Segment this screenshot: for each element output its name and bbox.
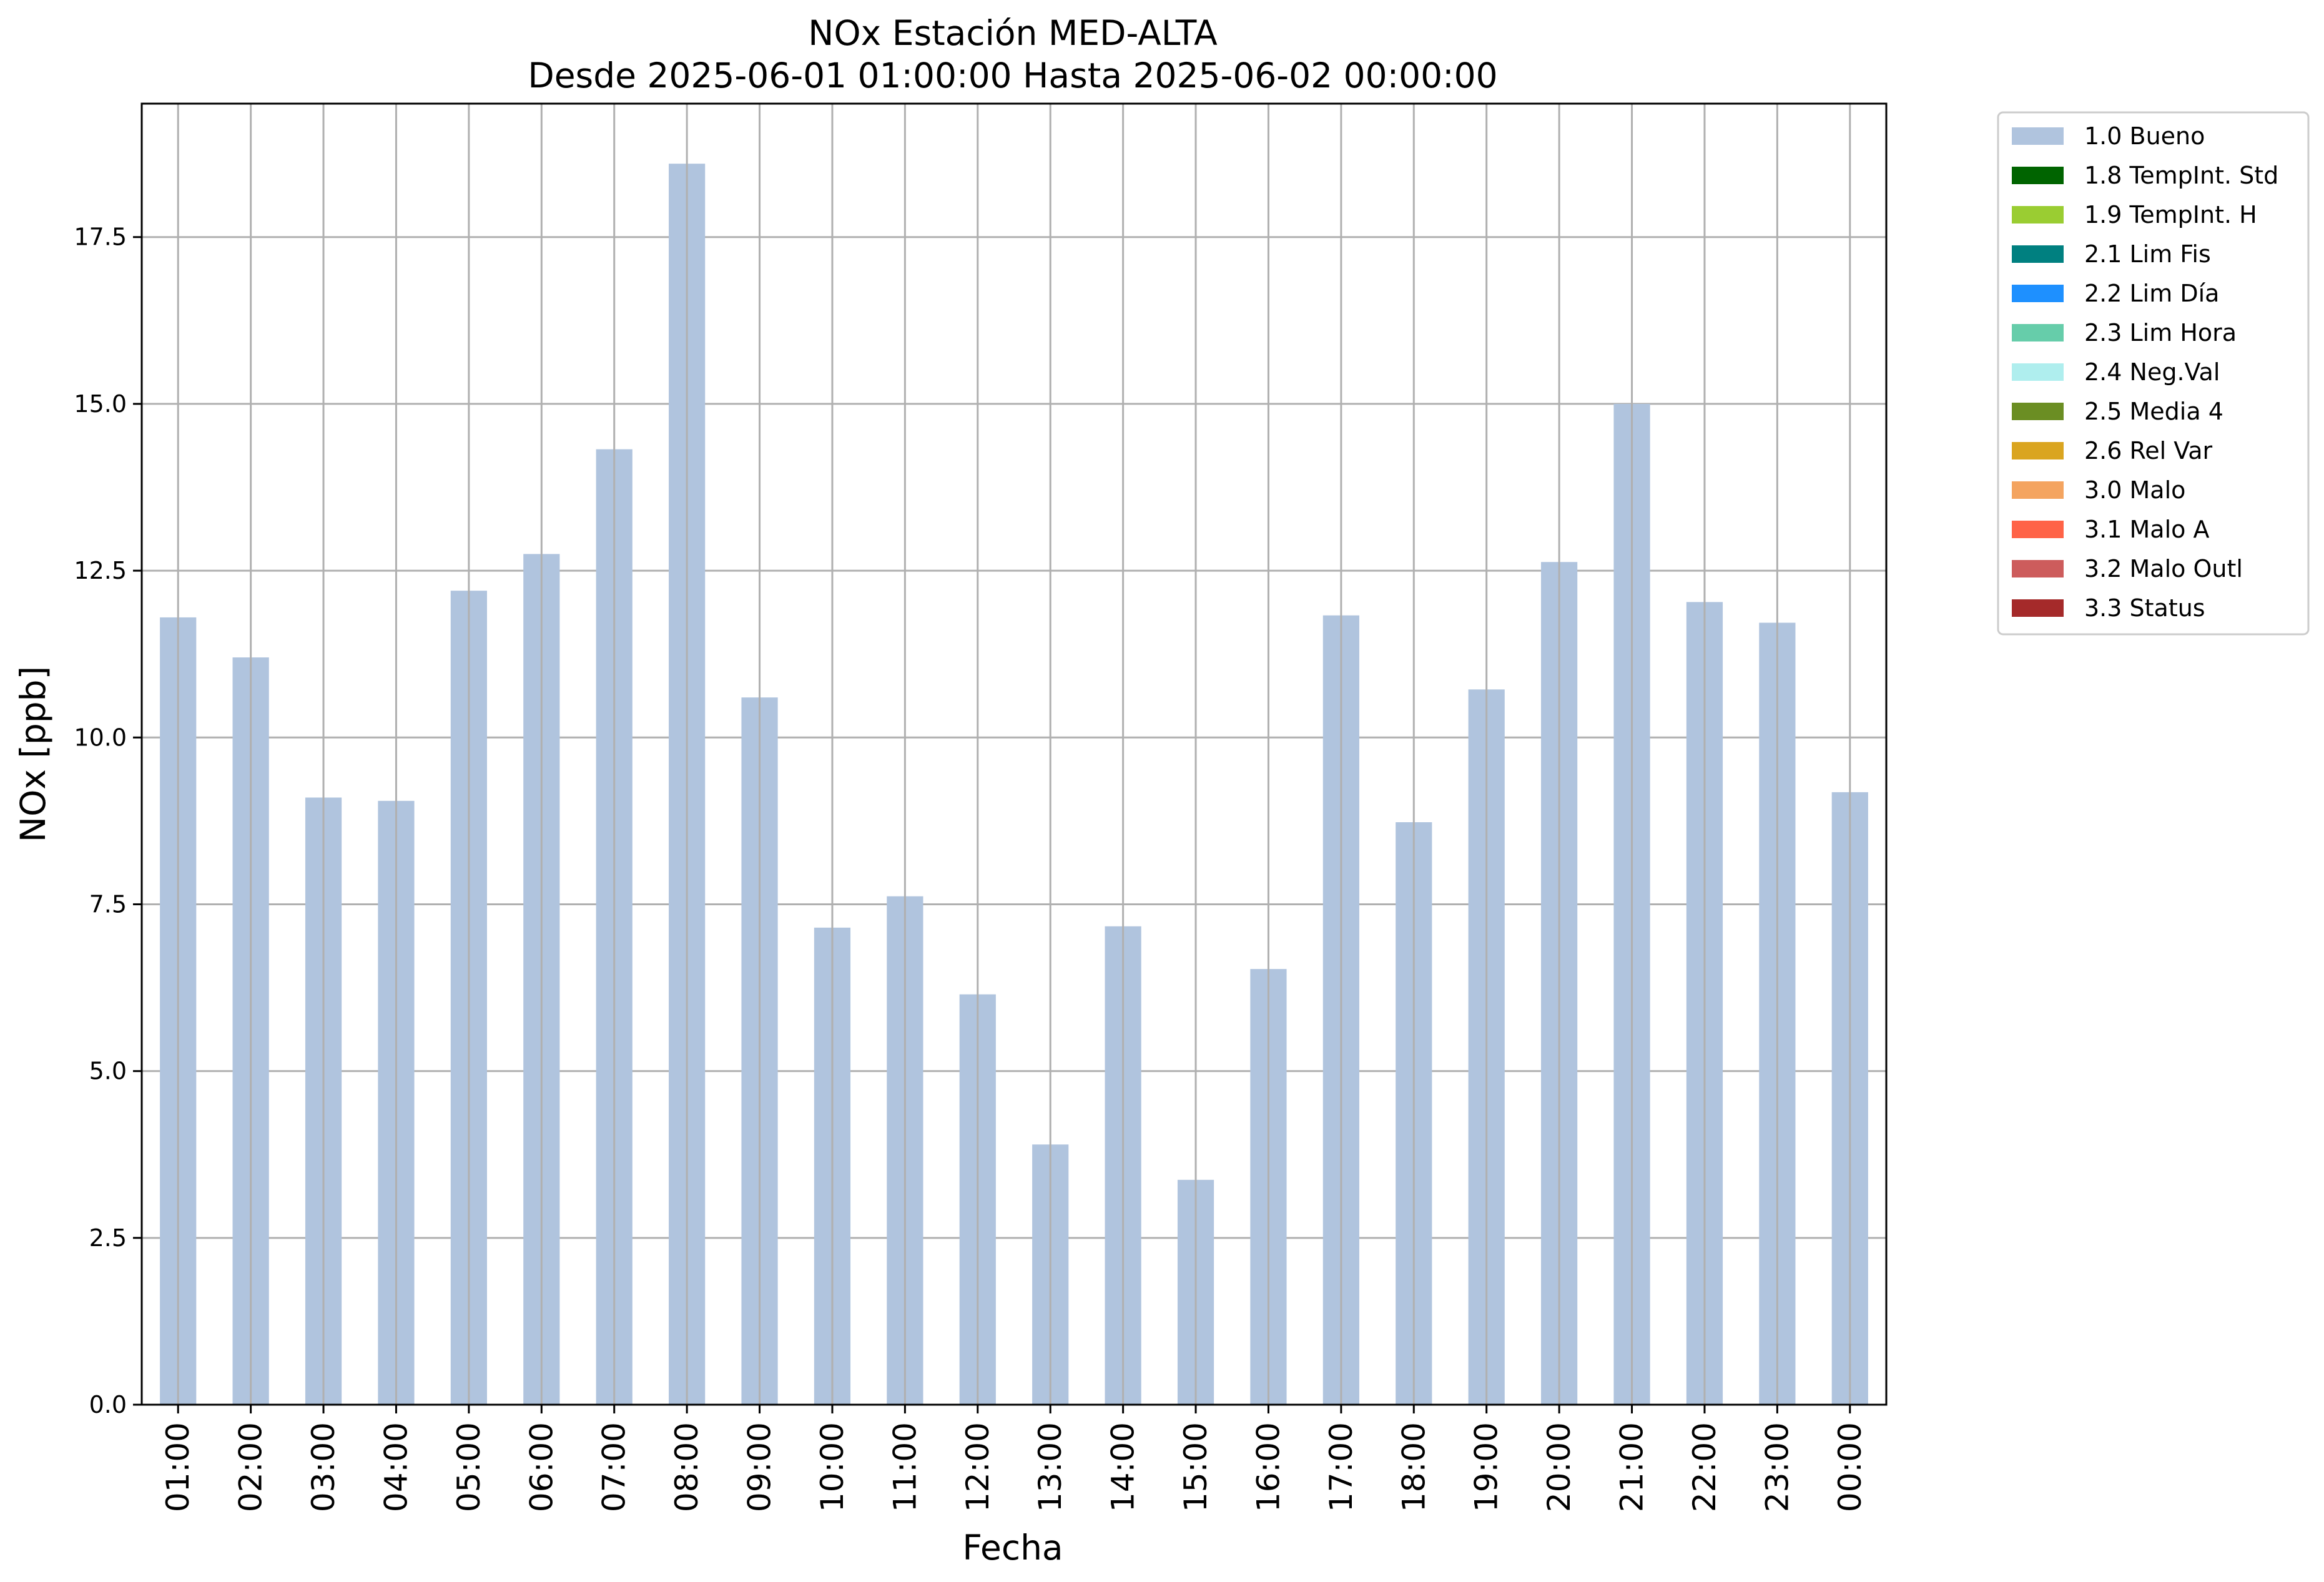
legend-label: 3.2 Malo Outl (2084, 555, 2243, 582)
legend-label: 3.3 Status (2084, 594, 2205, 622)
x-tick-label: 17:00 (1323, 1422, 1359, 1512)
y-tick-label: 17.5 (74, 224, 127, 251)
x-tick-label: 09:00 (742, 1422, 778, 1512)
x-tick-label: 16:00 (1250, 1422, 1286, 1512)
x-tick-label: 20:00 (1541, 1422, 1577, 1512)
legend-label: 2.1 Lim Fis (2084, 240, 2211, 268)
x-tick-label: 10:00 (814, 1422, 850, 1512)
x-tick-label: 23:00 (1759, 1422, 1795, 1512)
legend: 1.0 Bueno 1.8 TempInt. Std 1.9 TempInt. H 2… (1997, 111, 2310, 636)
legend-label: 3.1 Malo A (2084, 516, 2209, 543)
legend-items: 1.0 Bueno 1.8 TempInt. Std 1.9 TempInt. H 2… (2012, 122, 2278, 622)
x-tick-label: 18:00 (1396, 1422, 1432, 1512)
x-tick-label: 21:00 (1614, 1422, 1650, 1512)
y-tick-label: 10.0 (74, 724, 127, 751)
x-tick-label: 02:00 (233, 1422, 269, 1512)
legend-label: 2.6 Rel Var (2084, 437, 2213, 464)
legend-label: 2.3 Lim Hora (2084, 319, 2237, 346)
x-tick-label: 13:00 (1032, 1422, 1068, 1512)
y-tick-label: 7.5 (89, 890, 127, 918)
x-tick-label: 15:00 (1178, 1422, 1214, 1512)
x-tick-label: 07:00 (596, 1422, 633, 1512)
legend-label: 1.0 Bueno (2084, 122, 2205, 150)
legend-swatch (2012, 167, 2064, 184)
chart-title: NOx Estación MED-ALTA (808, 13, 1218, 53)
y-tick-label: 2.5 (89, 1224, 127, 1252)
x-axis-ticks: 01:00 02:00 03:00 04:00 05:00 06:00 07:00 08:00… (160, 1405, 1868, 1512)
x-tick-label: 12:00 (960, 1422, 996, 1512)
legend-swatch (2012, 363, 2064, 381)
legend-swatch (2012, 206, 2064, 224)
legend-swatch (2012, 481, 2064, 499)
x-tick-label: 14:00 (1105, 1422, 1141, 1512)
y-axis-label: NOx [ppb] (13, 666, 53, 842)
legend-label: 1.8 TempInt. Std (2084, 162, 2278, 189)
x-tick-label: 22:00 (1686, 1422, 1723, 1512)
y-axis-ticks: 0.0 2.5 5.0 7.5 10.0 12.5 15.0 17.5 (74, 224, 142, 1418)
legend-swatch (2012, 599, 2064, 617)
legend-label: 1.9 TempInt. H (2084, 201, 2257, 228)
x-tick-label: 06:00 (523, 1422, 559, 1512)
legend-swatch (2012, 521, 2064, 538)
y-tick-label: 12.5 (74, 557, 127, 584)
legend-swatch (2012, 245, 2064, 263)
legend-swatch (2012, 285, 2064, 302)
legend-swatch (2012, 324, 2064, 341)
legend-swatch (2012, 403, 2064, 420)
x-tick-label: 05:00 (451, 1422, 487, 1512)
legend-label: 2.5 Media 4 (2084, 398, 2223, 425)
x-tick-label: 03:00 (305, 1422, 342, 1512)
legend-label: 2.2 Lim Día (2084, 280, 2219, 307)
legend-swatch (2012, 442, 2064, 459)
legend-label: 2.4 Neg.Val (2084, 358, 2220, 386)
x-tick-label: 00:00 (1832, 1422, 1868, 1512)
y-tick-label: 15.0 (74, 390, 127, 418)
legend-swatch (2012, 127, 2064, 145)
x-tick-label: 11:00 (887, 1422, 923, 1512)
legend-box (1997, 111, 2310, 636)
grid (142, 236, 1886, 1406)
y-tick-label: 0.0 (89, 1391, 127, 1418)
x-tick-label: 08:00 (669, 1422, 705, 1512)
legend-swatch (2012, 560, 2064, 577)
legend-label: 3.0 Malo (2084, 476, 2185, 504)
y-tick-label: 5.0 (89, 1058, 127, 1085)
chart-subtitle: Desde 2025-06-01 01:00:00 Hasta 2025-06-… (528, 56, 1497, 96)
x-tick-label: 01:00 (160, 1422, 196, 1512)
x-axis-label: Fecha (962, 1528, 1063, 1568)
plot-area-frame (140, 102, 1888, 1406)
bars (160, 164, 1868, 1405)
x-tick-label: 04:00 (378, 1422, 414, 1512)
x-grid (177, 104, 1851, 1405)
x-tick-label: 19:00 (1469, 1422, 1505, 1512)
